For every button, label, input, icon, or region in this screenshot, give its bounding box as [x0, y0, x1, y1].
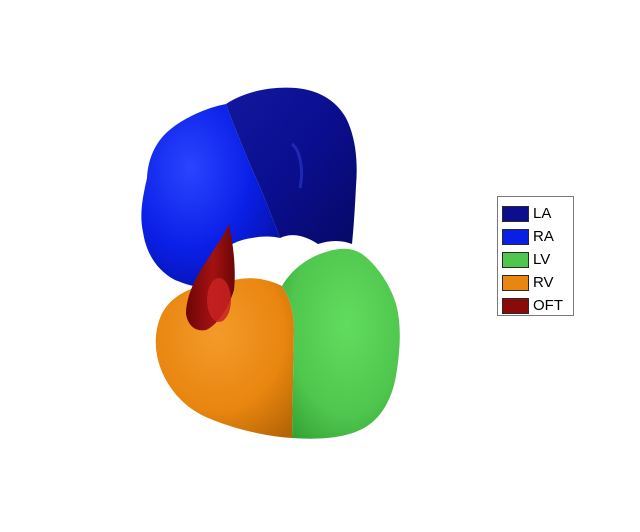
- legend-item: RA: [502, 225, 573, 248]
- legend-swatch: [502, 205, 529, 222]
- legend-label: LA: [533, 204, 552, 222]
- legend-label: LV: [533, 250, 551, 268]
- ra-chamber: [141, 104, 280, 287]
- lv-chamber: [282, 248, 400, 439]
- legend-item: LV: [502, 248, 573, 271]
- la-highlight: [290, 142, 304, 189]
- legend-label: RA: [533, 227, 554, 245]
- legend-swatch: [502, 251, 529, 268]
- la-chamber: [226, 87, 357, 244]
- legend-label: RV: [533, 273, 554, 291]
- legend-item: OFT: [502, 294, 573, 317]
- legend-item: LA: [502, 202, 573, 225]
- legend-swatch: [502, 274, 529, 291]
- legend: LA RA LV RV OFT: [497, 196, 574, 316]
- legend-swatch: [502, 228, 529, 245]
- oft-opening: [207, 278, 231, 322]
- legend-label: OFT: [533, 296, 563, 314]
- legend-item: RV: [502, 271, 573, 294]
- legend-swatch: [502, 297, 529, 314]
